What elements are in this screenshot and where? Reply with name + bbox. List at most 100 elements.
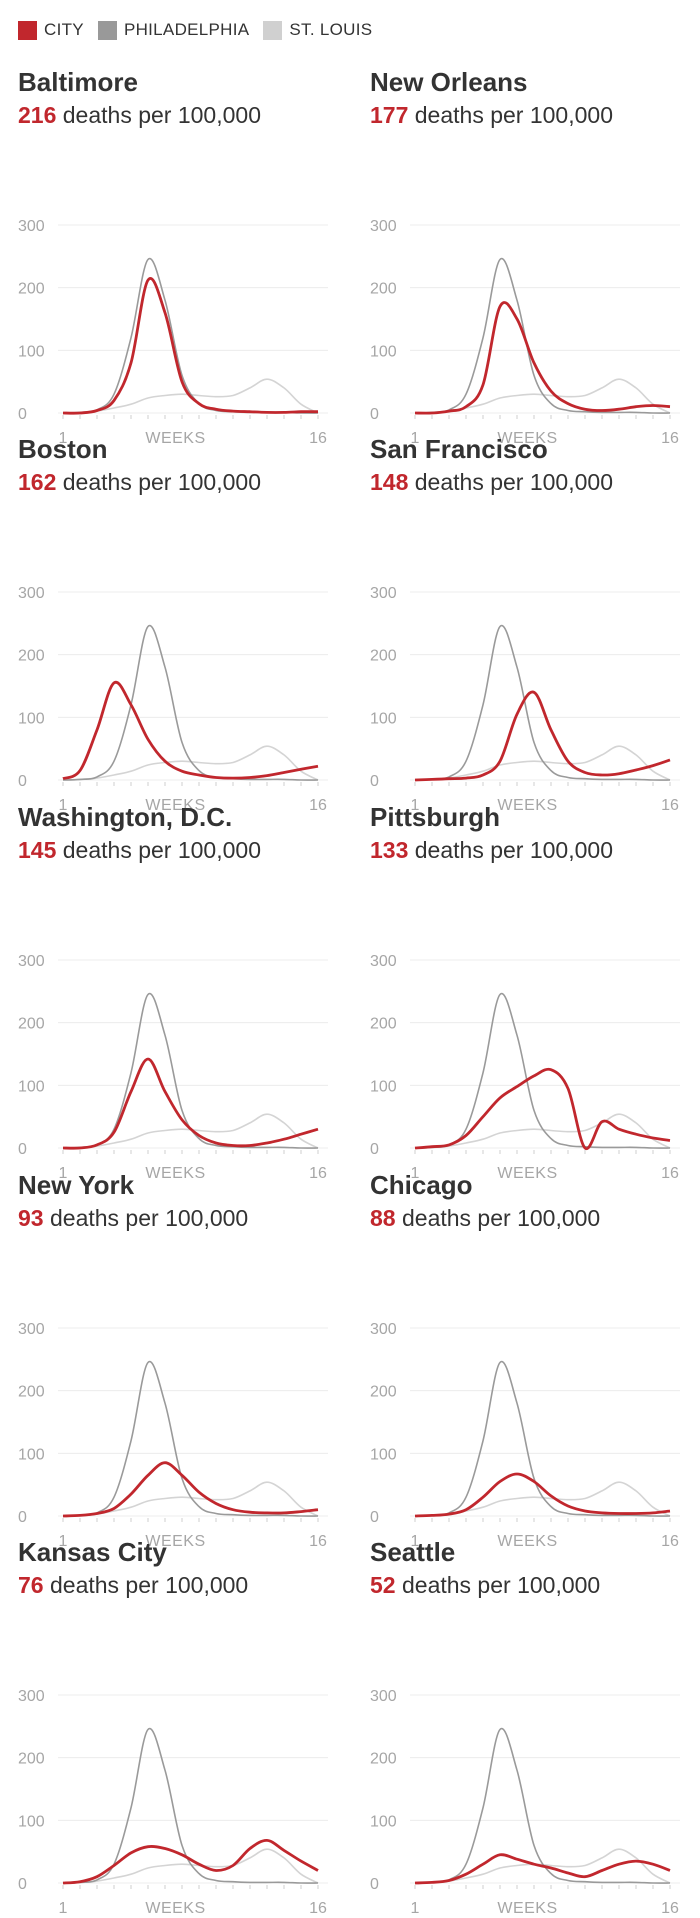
y-tick-label: 0	[18, 1509, 27, 1526]
legend-swatch-philadelphia	[97, 20, 117, 40]
x-tick-label-first: 1	[59, 430, 68, 447]
y-tick-label: 300	[370, 585, 397, 602]
y-tick-label: 100	[18, 1813, 45, 1830]
y-tick-label: 300	[370, 953, 397, 970]
city-name: Pittsburgh	[370, 802, 500, 832]
x-tick-label-first: 1	[411, 1900, 420, 1917]
y-tick-label: 300	[18, 218, 45, 235]
death-rate-value: 52	[370, 1572, 396, 1598]
x-axis-label: WEEKS	[497, 1165, 557, 1182]
x-tick-label-first: 1	[59, 1533, 68, 1550]
death-rate-value: 145	[18, 837, 57, 863]
y-tick-label: 200	[370, 1384, 397, 1401]
death-rate-value: 76	[18, 1572, 44, 1598]
line-chart: 300 200 100 0 1 WEEKS 16	[370, 1688, 680, 1917]
city-name: Baltimore	[18, 67, 138, 97]
death-rate-value: 148	[370, 469, 409, 495]
y-tick-label: 300	[18, 1688, 45, 1705]
x-axis-label: WEEKS	[497, 1900, 557, 1917]
death-rate-value: 133	[370, 837, 409, 863]
y-tick-label: 100	[18, 1078, 45, 1095]
y-tick-label: 0	[18, 406, 27, 423]
y-tick-label: 200	[18, 1384, 45, 1401]
line-chart: 300 200 100 0 1 WEEKS 16	[18, 1321, 328, 1550]
chart-panel-baltimore: Baltimore 216 deaths per 100,000 300 200 100…	[18, 67, 348, 447]
chart-panel-seattle: Seattle 52 deaths per 100,000 300 200 100 0 1 W…	[370, 1537, 700, 1917]
death-rate: 88 deaths per 100,000	[370, 1205, 600, 1232]
y-tick-label: 0	[18, 1876, 27, 1893]
y-tick-label: 300	[370, 1688, 397, 1705]
death-rate: 162 deaths per 100,000	[18, 469, 261, 496]
y-tick-label: 100	[370, 1446, 397, 1463]
line-chart: 300 200 100 0 1 WEEKS 16	[370, 585, 680, 814]
line-chart: 300 200 100 0 1 WEEKS 16	[370, 1321, 680, 1550]
death-rate-value: 177	[370, 102, 409, 128]
line-chart: 300 200 100 0 1 WEEKS 16	[18, 1688, 328, 1917]
y-tick-label: 100	[18, 1446, 45, 1463]
series-philadelphia	[62, 992, 319, 1149]
death-rate-unit: deaths per 100,000	[49, 1572, 249, 1598]
x-tick-label-last: 16	[309, 797, 327, 814]
city-name: Washington, D.C.	[18, 802, 233, 832]
legend-swatch-st-louis	[263, 20, 283, 40]
y-tick-label: 100	[370, 1078, 397, 1095]
x-tick-label-last: 16	[661, 430, 679, 447]
chart-panel-san-francisco: San Francisco 148 deaths per 100,000 300 20…	[370, 434, 700, 814]
x-axis-label: WEEKS	[497, 797, 557, 814]
series-philadelphia	[414, 1360, 671, 1517]
series-philadelphia	[414, 624, 671, 781]
legend-swatch-city	[18, 20, 37, 40]
legend-item-philadelphia: PHILADELPHIA	[97, 20, 250, 40]
death-rate: 93 deaths per 100,000	[18, 1205, 248, 1232]
chart-panel-boston: Boston 162 deaths per 100,000 300 200 100 0 1 W…	[18, 434, 348, 814]
x-tick-label-first: 1	[59, 797, 68, 814]
y-tick-label: 0	[370, 1876, 379, 1893]
y-tick-label: 0	[370, 773, 379, 790]
series-philadelphia	[62, 257, 319, 414]
series-city	[62, 680, 319, 781]
legend-label-city: CITY	[44, 20, 84, 39]
chart-panel-new-york: New York 93 deaths per 100,000 300 200 100 0 1…	[18, 1170, 348, 1550]
series-city	[62, 277, 319, 415]
legend-item-city: CITY	[18, 20, 84, 40]
y-tick-label: 0	[18, 773, 27, 790]
x-axis-label: WEEKS	[497, 1533, 557, 1550]
x-axis-label: WEEKS	[145, 1900, 205, 1917]
death-rate: 148 deaths per 100,000	[370, 469, 613, 496]
x-axis-label: WEEKS	[145, 430, 205, 447]
x-tick-label-last: 16	[309, 1533, 327, 1550]
y-tick-label: 0	[370, 406, 379, 423]
x-tick-label-first: 1	[411, 1165, 420, 1182]
city-name: Kansas City	[18, 1537, 167, 1567]
death-rate: 177 deaths per 100,000	[370, 102, 613, 129]
series-philadelphia	[62, 1360, 319, 1517]
y-tick-label: 300	[370, 1321, 397, 1338]
y-tick-label: 0	[370, 1509, 379, 1526]
x-tick-label-last: 16	[661, 1533, 679, 1550]
city-name: New York	[18, 1170, 135, 1200]
chart-panel-washington-d-c: Washington, D.C. 145 deaths per 100,000 30…	[18, 802, 348, 1182]
death-rate-unit: deaths per 100,000	[401, 1572, 601, 1598]
death-rate-value: 162	[18, 469, 57, 495]
death-rate-unit: deaths per 100,000	[62, 837, 261, 863]
x-tick-label-last: 16	[309, 1165, 327, 1182]
legend-label-philadelphia: PHILADELPHIA	[123, 20, 250, 39]
death-rate: 133 deaths per 100,000	[370, 837, 613, 864]
series-philadelphia	[414, 1727, 671, 1884]
x-tick-label-first: 1	[411, 1533, 420, 1550]
y-tick-label: 200	[18, 1751, 45, 1768]
chart-panel-kansas-city: Kansas City 76 deaths per 100,000 300 200 10…	[18, 1537, 348, 1917]
series-philadelphia	[62, 624, 319, 781]
x-tick-label-last: 16	[661, 1900, 679, 1917]
y-tick-label: 100	[18, 343, 45, 360]
chart-panel-pittsburgh: Pittsburgh 133 deaths per 100,000 300 200 10…	[370, 802, 700, 1182]
x-tick-label-first: 1	[411, 430, 420, 447]
y-tick-label: 0	[370, 1141, 379, 1158]
city-name: New Orleans	[370, 67, 528, 97]
series-city	[414, 1853, 671, 1885]
series-city	[62, 1057, 319, 1150]
series-city	[62, 1461, 319, 1518]
legend-label-st-louis: ST. LOUIS	[289, 20, 373, 39]
y-tick-label: 200	[370, 1016, 397, 1033]
x-axis-label: WEEKS	[145, 1165, 205, 1182]
